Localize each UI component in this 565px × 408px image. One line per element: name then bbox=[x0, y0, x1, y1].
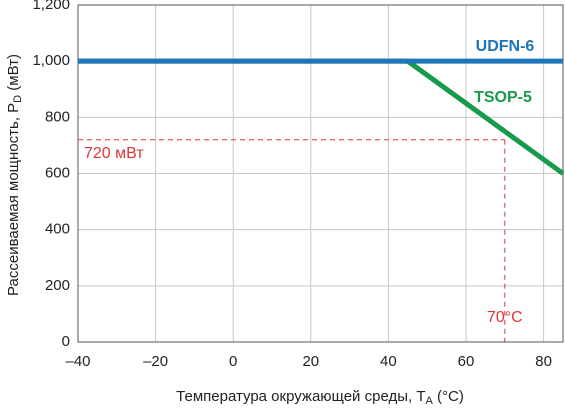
x-axis-label: Температура окружающей среды, TA (°C) bbox=[176, 388, 464, 407]
x-tick-label: 80 bbox=[535, 353, 552, 370]
series-label: UDFN-6 bbox=[476, 38, 535, 55]
series-label: TSOP-5 bbox=[474, 89, 532, 106]
x-tick-label: 60 bbox=[458, 353, 475, 370]
y-tick-label: 200 bbox=[45, 277, 70, 294]
reference-y-label: 720 мВт bbox=[84, 145, 144, 162]
y-tick-label: 1,200 bbox=[32, 0, 70, 13]
x-tick-label: –40 bbox=[65, 353, 90, 370]
x-tick-label: 20 bbox=[302, 353, 319, 370]
x-label-unit: (°C) bbox=[433, 388, 464, 405]
x-label-text: Температура окружающей среды, T bbox=[176, 388, 425, 405]
x-label-sub: A bbox=[426, 395, 434, 407]
x-tick-label: –20 bbox=[143, 353, 168, 370]
y-label-text: Рассеиваемая мощность, P bbox=[5, 103, 22, 296]
y-axis-label: Рассеиваемая мощность, PD (мВт) bbox=[5, 54, 24, 296]
y-tick-label: 400 bbox=[45, 221, 70, 238]
reference-x-label: 70°C bbox=[487, 309, 523, 326]
x-tick-label: 40 bbox=[380, 353, 397, 370]
y-label-sub: D bbox=[12, 95, 24, 103]
y-label-unit: (мВт) bbox=[5, 54, 22, 95]
y-tick-label: 800 bbox=[45, 108, 70, 125]
y-tick-label: 0 bbox=[62, 333, 70, 350]
y-tick-label: 1,000 bbox=[32, 52, 70, 69]
x-tick-label: 0 bbox=[229, 353, 237, 370]
y-tick-label: 600 bbox=[45, 164, 70, 181]
